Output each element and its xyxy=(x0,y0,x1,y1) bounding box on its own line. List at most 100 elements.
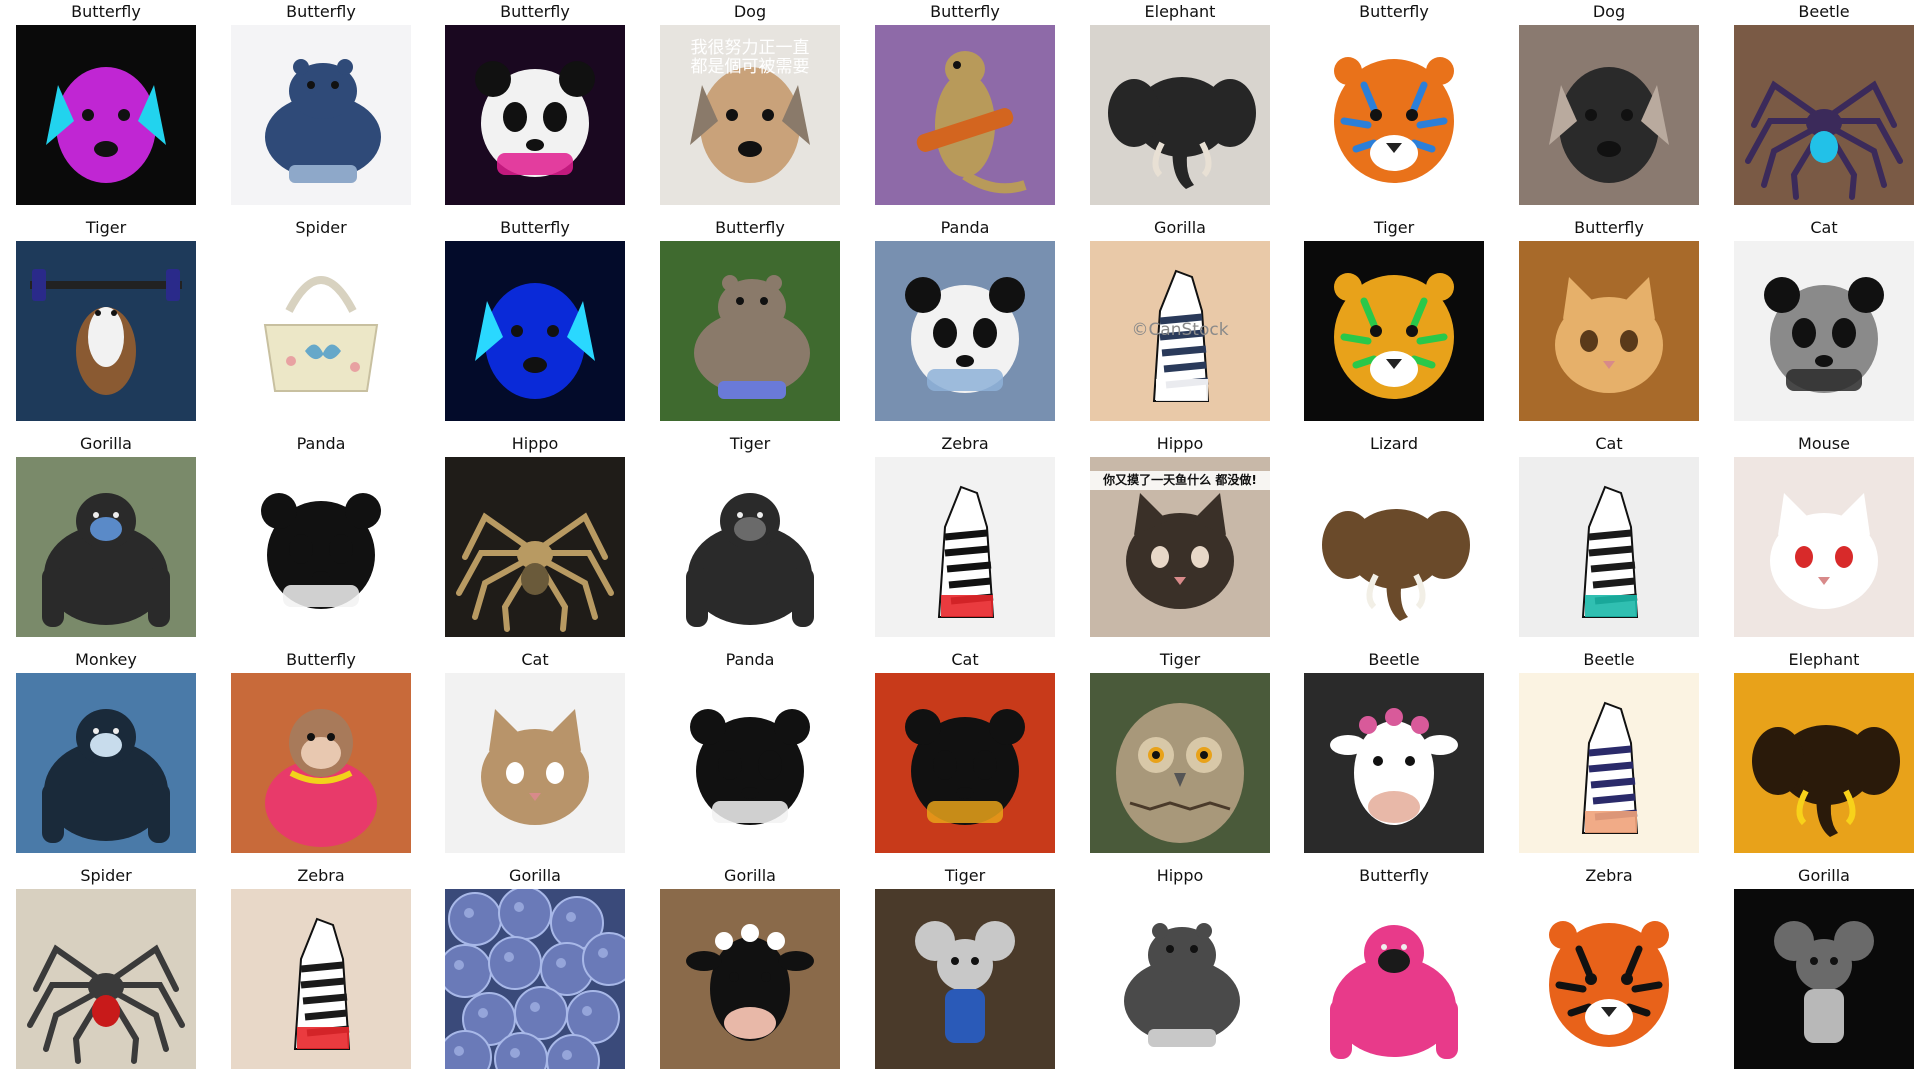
cell-label: Elephant xyxy=(1144,2,1216,21)
grid-cell: Elephant xyxy=(1734,649,1914,855)
cat-icon xyxy=(1519,241,1699,421)
thumbnail-image xyxy=(445,673,625,853)
grid-cell: Tiger xyxy=(16,217,196,423)
thumbnail-caption: 你又摸了一天鱼什么 都没做! xyxy=(1090,471,1270,490)
grid-cell: Mouse xyxy=(1734,433,1914,639)
cell-label: Tiger xyxy=(1159,650,1201,669)
cell-label: Panda xyxy=(296,434,346,453)
cell-label: Beetle xyxy=(1583,650,1635,669)
thumbnail-image xyxy=(445,457,625,637)
thumbnail-image xyxy=(16,241,196,421)
thumbnail-image xyxy=(445,241,625,421)
grid-cell: Tiger xyxy=(875,865,1055,1071)
grid-cell: Cat xyxy=(875,649,1055,855)
panda-icon xyxy=(445,25,625,205)
grid-cell: Tiger xyxy=(1304,217,1484,423)
panda-icon xyxy=(660,673,840,853)
thumbnail-image xyxy=(875,457,1055,637)
thumbnail-image xyxy=(231,673,411,853)
thumbnail-image xyxy=(1304,241,1484,421)
cell-label: Zebra xyxy=(941,434,989,453)
grid-cell: Cat xyxy=(1519,433,1699,639)
dog-icon xyxy=(660,25,840,205)
rodent-icon xyxy=(16,241,196,421)
cell-label: Tiger xyxy=(85,218,127,237)
cell-label: Beetle xyxy=(1368,650,1420,669)
grid-cell: Panda xyxy=(660,649,840,855)
owl-icon xyxy=(1090,673,1270,853)
grid-cell: Monkey xyxy=(16,649,196,855)
spider-icon xyxy=(445,457,625,637)
grid-cell: Gorilla xyxy=(1734,865,1914,1071)
cell-label: Gorilla xyxy=(509,866,561,885)
grid-cell: Butterfly xyxy=(231,649,411,855)
thumbnail-image xyxy=(231,25,411,205)
thumbnail-image xyxy=(660,889,840,1069)
cell-label: Lizard xyxy=(1369,434,1418,453)
cell-label: Butterfly xyxy=(500,218,570,237)
grid-cell: Gorilla xyxy=(660,865,840,1071)
grid-cell: Butterfly xyxy=(16,1,196,207)
thumbnail-caption: ©CanStock xyxy=(1131,320,1229,340)
thumbnail-image xyxy=(1090,673,1270,853)
grid-cell: Spider xyxy=(16,865,196,1071)
grid-cell: Beetle xyxy=(1519,649,1699,855)
grid-cell: Zebra xyxy=(875,433,1055,639)
grid-cell: Butterfly xyxy=(231,1,411,207)
berry-icon xyxy=(445,889,625,1069)
thumbnail-image xyxy=(231,457,411,637)
grid-cell: Hippo xyxy=(1090,865,1270,1071)
thumbnail-image xyxy=(875,673,1055,853)
cell-label: Hippo xyxy=(1156,434,1204,453)
tiger-icon xyxy=(1519,889,1699,1069)
thumbnail-image xyxy=(1734,457,1914,637)
lizard-icon xyxy=(875,25,1055,205)
thumbnail-image xyxy=(1304,673,1484,853)
grid-cell: Zebra xyxy=(231,865,411,1071)
thumbnail-image xyxy=(875,241,1055,421)
grid-cell: Tiger xyxy=(660,433,840,639)
cell-label: Cat xyxy=(951,650,979,669)
thumbnail-image: 我很努力正一直 都是個可被需要 xyxy=(660,25,840,205)
zebra-icon xyxy=(1090,241,1270,421)
panda-icon xyxy=(1734,241,1914,421)
thumbnail-image xyxy=(231,889,411,1069)
grid-cell: Butterfly xyxy=(1304,865,1484,1071)
cell-label: Tiger xyxy=(729,434,771,453)
cell-label: Butterfly xyxy=(1359,2,1429,21)
grid-cell: Hippo xyxy=(445,433,625,639)
cell-label: Spider xyxy=(295,218,347,237)
thumbnail-image xyxy=(1734,241,1914,421)
elephant-icon xyxy=(1090,25,1270,205)
thumbnail-image xyxy=(1090,889,1270,1069)
grid-cell: Butterfly xyxy=(1519,217,1699,423)
thumbnail-image xyxy=(16,25,196,205)
cell-label: Butterfly xyxy=(1359,866,1429,885)
thumbnail-image xyxy=(1519,889,1699,1069)
cell-label: Hippo xyxy=(511,434,559,453)
cell-label: Cat xyxy=(1595,434,1623,453)
cell-label: Tiger xyxy=(944,866,986,885)
thumbnail-image xyxy=(445,889,625,1069)
thumbnail-image xyxy=(1734,889,1914,1069)
cell-label: Monkey xyxy=(75,650,137,669)
thumbnail-image xyxy=(16,673,196,853)
cat-icon xyxy=(445,673,625,853)
cell-label: Gorilla xyxy=(1798,866,1850,885)
thumbnail-image xyxy=(660,241,840,421)
hippo-icon xyxy=(231,25,411,205)
cell-label: Dog xyxy=(1592,2,1626,21)
thumbnail-image xyxy=(660,457,840,637)
grid-cell: Elephant xyxy=(1090,1,1270,207)
grid-cell: Gorilla xyxy=(445,865,625,1071)
mouse-icon xyxy=(1734,889,1914,1069)
panda-icon xyxy=(875,673,1055,853)
grid-cell: Butterfly xyxy=(445,1,625,207)
grid-cell: Butterfly xyxy=(1304,1,1484,207)
thumbnail-image xyxy=(1519,457,1699,637)
panda-icon xyxy=(875,241,1055,421)
dog-icon xyxy=(1519,25,1699,205)
elephant-icon xyxy=(1304,457,1484,637)
grid-cell: Panda xyxy=(231,433,411,639)
